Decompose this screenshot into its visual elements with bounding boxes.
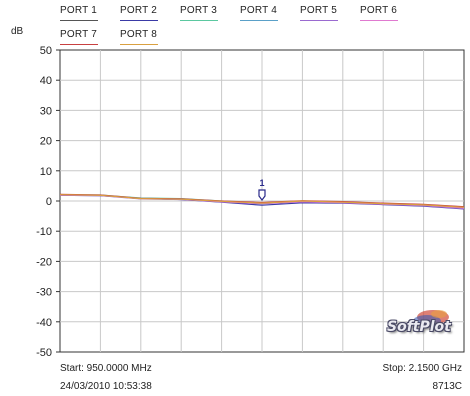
logo-swirl-icon xyxy=(413,310,449,327)
y-tick-label: 40 xyxy=(40,75,52,87)
legend-swatch-port-5 xyxy=(300,20,338,21)
legend-label-port-6: PORT 6 xyxy=(360,5,397,16)
legend-swatch-port-4 xyxy=(240,20,278,21)
y-tick-label: 10 xyxy=(40,166,52,178)
y-tick-label: -40 xyxy=(36,317,52,329)
y-tick-label: -30 xyxy=(36,287,52,299)
marker-label: 1 xyxy=(259,178,264,188)
date-time: 24/03/2010 10:53:38 xyxy=(60,381,152,392)
legend-label-port-2: PORT 2 xyxy=(120,5,157,16)
y-tick-label: 20 xyxy=(40,136,52,148)
y-axis-unit: dB xyxy=(11,26,24,37)
y-tick-label: 0 xyxy=(46,196,52,208)
start-frequency: Start: 950.0000 MHz xyxy=(60,363,152,374)
legend-label-port-3: PORT 3 xyxy=(180,5,217,16)
legend-swatch-port-6 xyxy=(360,20,398,21)
legend-label-port-4: PORT 4 xyxy=(240,5,277,16)
stop-frequency: Stop: 2.1500 GHz xyxy=(382,363,463,374)
legend-swatch-port-3 xyxy=(180,20,218,21)
marker-pointer xyxy=(258,189,266,201)
y-tick-label: -20 xyxy=(36,256,52,268)
legend-label-port-8: PORT 8 xyxy=(120,29,157,40)
legend-label-port-1: PORT 1 xyxy=(60,5,97,16)
legend-swatch-port-1 xyxy=(60,20,98,21)
softplot-logo: SoftPlot xyxy=(383,305,459,345)
legend-swatch-port-7 xyxy=(60,44,98,45)
watermark-text: SoftPlot xyxy=(387,319,451,335)
legend-swatch-port-8 xyxy=(120,44,158,45)
legend-swatch-port-2 xyxy=(120,20,158,21)
legend-label-port-7: PORT 7 xyxy=(60,29,97,40)
legend-label-port-5: PORT 5 xyxy=(300,5,337,16)
y-tick-label: 30 xyxy=(40,105,52,117)
instrument-model: 8713C xyxy=(432,381,462,392)
y-tick-label: -50 xyxy=(36,347,52,359)
y-tick-label: -10 xyxy=(36,226,52,238)
series-line-port-8 xyxy=(59,194,465,208)
y-tick-label: 50 xyxy=(40,45,52,57)
